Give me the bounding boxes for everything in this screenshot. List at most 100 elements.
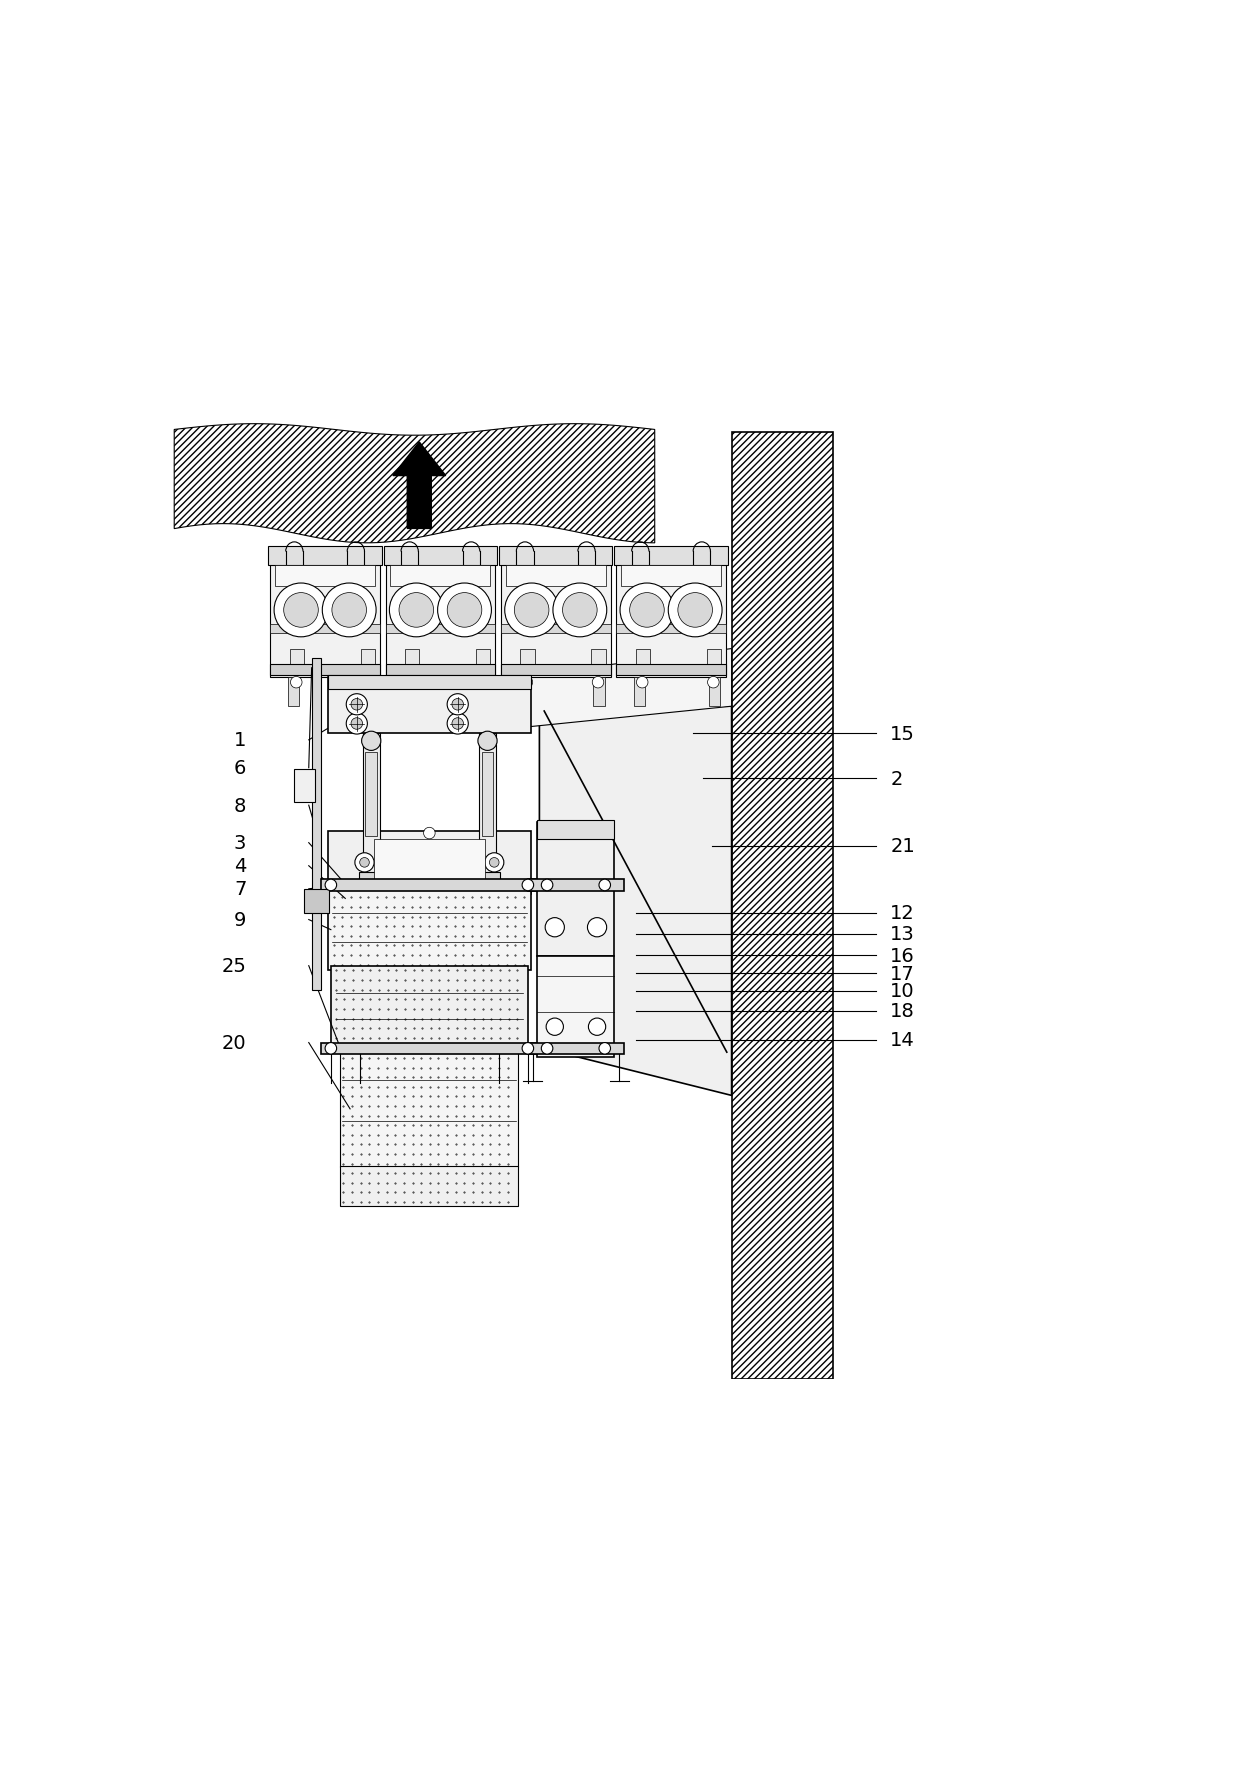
Text: 9: 9 bbox=[234, 911, 247, 929]
Circle shape bbox=[451, 719, 464, 730]
Bar bbox=[341, 1050, 518, 1168]
Circle shape bbox=[599, 1043, 610, 1054]
Circle shape bbox=[332, 593, 367, 628]
Circle shape bbox=[389, 584, 443, 637]
Text: 8: 8 bbox=[234, 796, 247, 815]
Bar bbox=[616, 664, 725, 676]
Circle shape bbox=[325, 879, 336, 892]
Bar bbox=[591, 650, 605, 673]
Text: 16: 16 bbox=[890, 947, 915, 965]
Bar bbox=[358, 872, 383, 885]
Bar bbox=[311, 659, 321, 990]
Text: 2: 2 bbox=[890, 769, 903, 789]
Bar bbox=[537, 822, 614, 956]
Text: 6: 6 bbox=[234, 758, 247, 778]
Bar bbox=[321, 879, 537, 892]
Text: 14: 14 bbox=[890, 1031, 915, 1050]
Bar bbox=[341, 1166, 518, 1207]
Circle shape bbox=[351, 700, 362, 710]
Polygon shape bbox=[513, 650, 732, 728]
Bar bbox=[289, 650, 304, 673]
Bar bbox=[616, 625, 725, 634]
Polygon shape bbox=[539, 707, 732, 1096]
Circle shape bbox=[599, 879, 610, 892]
Circle shape bbox=[325, 1043, 336, 1054]
Circle shape bbox=[636, 676, 649, 689]
Bar bbox=[327, 676, 531, 689]
Bar bbox=[475, 872, 500, 885]
Circle shape bbox=[284, 593, 319, 628]
Text: 3: 3 bbox=[234, 833, 247, 853]
Circle shape bbox=[542, 1043, 553, 1054]
Circle shape bbox=[477, 676, 489, 689]
Circle shape bbox=[563, 593, 598, 628]
Text: 13: 13 bbox=[890, 926, 915, 943]
Circle shape bbox=[477, 732, 497, 751]
Circle shape bbox=[620, 584, 673, 637]
Bar bbox=[321, 1043, 537, 1054]
Bar bbox=[386, 625, 495, 634]
Bar bbox=[621, 566, 720, 587]
Text: 21: 21 bbox=[890, 837, 915, 856]
Bar bbox=[294, 769, 315, 803]
Bar bbox=[708, 678, 720, 707]
Bar bbox=[268, 546, 382, 566]
Circle shape bbox=[274, 584, 327, 637]
Bar bbox=[374, 840, 485, 886]
Bar bbox=[366, 753, 377, 837]
Text: 1: 1 bbox=[234, 732, 247, 749]
Bar bbox=[732, 433, 832, 1380]
FancyArrow shape bbox=[393, 443, 445, 529]
Bar bbox=[481, 753, 494, 837]
Circle shape bbox=[448, 593, 482, 628]
Bar bbox=[270, 625, 379, 634]
Circle shape bbox=[424, 828, 435, 840]
Circle shape bbox=[451, 700, 464, 710]
Circle shape bbox=[346, 714, 367, 735]
Bar bbox=[501, 625, 610, 634]
Bar bbox=[506, 566, 605, 587]
Circle shape bbox=[588, 918, 606, 938]
Circle shape bbox=[448, 714, 469, 735]
Circle shape bbox=[346, 694, 367, 716]
Bar bbox=[404, 650, 419, 673]
Text: 18: 18 bbox=[890, 1002, 915, 1020]
Bar bbox=[288, 678, 299, 707]
Circle shape bbox=[490, 858, 498, 867]
Bar bbox=[501, 664, 610, 676]
Bar bbox=[528, 1043, 624, 1054]
Bar bbox=[635, 650, 650, 673]
Circle shape bbox=[399, 593, 434, 628]
Bar bbox=[327, 831, 531, 894]
Bar bbox=[362, 733, 379, 885]
Bar bbox=[616, 548, 725, 678]
Bar bbox=[386, 664, 495, 676]
Circle shape bbox=[522, 879, 533, 892]
Bar bbox=[327, 678, 531, 733]
Bar bbox=[362, 678, 374, 707]
Bar bbox=[275, 566, 374, 587]
Circle shape bbox=[678, 593, 713, 628]
Text: 17: 17 bbox=[890, 965, 915, 983]
Circle shape bbox=[708, 676, 719, 689]
Bar bbox=[614, 546, 728, 566]
Circle shape bbox=[522, 1043, 533, 1054]
Bar bbox=[477, 678, 490, 707]
Bar bbox=[270, 548, 379, 678]
Circle shape bbox=[355, 853, 374, 872]
Circle shape bbox=[668, 584, 722, 637]
Bar bbox=[528, 879, 624, 892]
Circle shape bbox=[542, 879, 553, 892]
Circle shape bbox=[448, 694, 469, 716]
Text: 10: 10 bbox=[890, 981, 915, 1000]
Polygon shape bbox=[174, 424, 655, 543]
Circle shape bbox=[438, 584, 491, 637]
Bar bbox=[501, 548, 610, 678]
Bar bbox=[707, 650, 720, 673]
Circle shape bbox=[515, 593, 549, 628]
Text: 4: 4 bbox=[234, 856, 247, 876]
Bar bbox=[327, 890, 531, 970]
Bar bbox=[521, 650, 534, 673]
Circle shape bbox=[521, 676, 533, 689]
Circle shape bbox=[362, 732, 381, 751]
